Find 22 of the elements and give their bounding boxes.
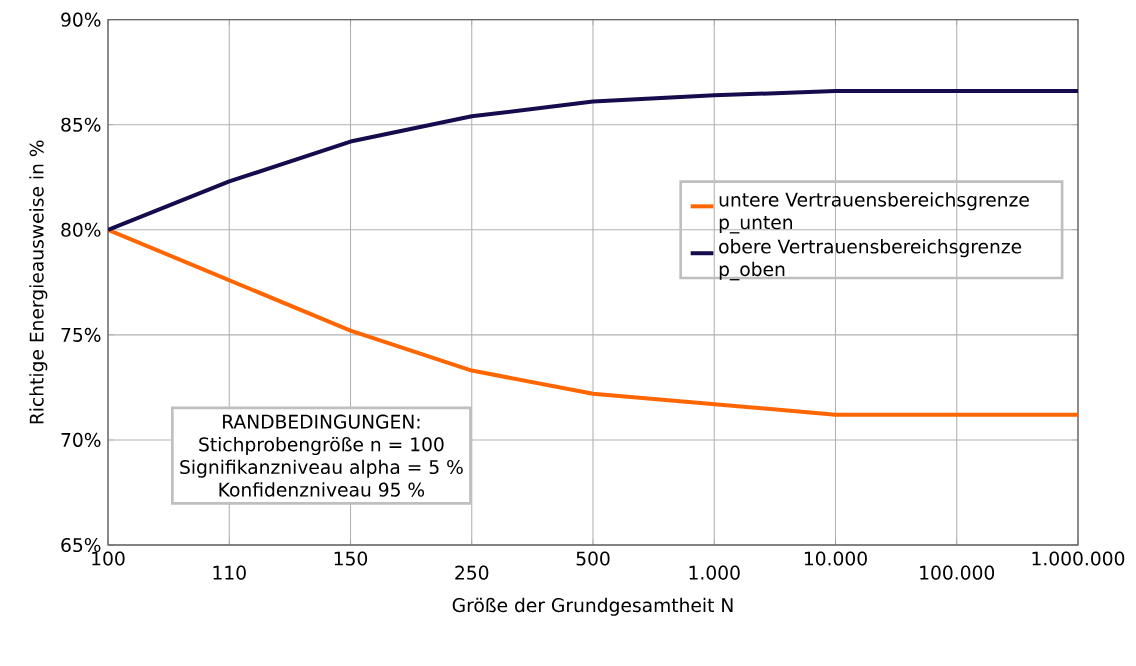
x-tick-label: 250: [455, 565, 489, 580]
x-axis-title: Größe der Grundgesamtheit N: [452, 597, 733, 616]
x-tick-label: 110: [213, 565, 246, 580]
annotation: Konfidenzniveau 95 %: [219, 482, 425, 497]
legend-label: obere Vertrauensbereichsgrenze p_oben: [719, 239, 1022, 281]
y-tick-label: 65%: [61, 537, 101, 553]
x-tick-label: 500: [576, 551, 610, 566]
y-tick-label: 70%: [61, 432, 101, 447]
x-tick-label: 100: [92, 551, 125, 566]
x-tick-label: 10.000: [804, 551, 867, 566]
x-tick-label: 100.000: [920, 565, 995, 580]
x-tick-label: 1.000.000: [1032, 551, 1125, 566]
annotation: RANDBEDINGUNGEN:: [223, 414, 420, 429]
annotation: Stichprobengröße n = 100: [199, 436, 444, 456]
x-tick-label: 150: [334, 551, 368, 566]
y-axis-title: Richtige Energieausweise in %: [29, 140, 48, 424]
y-tick-label: 85%: [61, 117, 101, 132]
y-tick-label: 90%: [61, 12, 101, 27]
y-tick-label: 80%: [61, 222, 101, 237]
annotation: Signifikanzniveau alpha = 5 %: [180, 459, 463, 478]
x-tick-label: 1.000: [689, 565, 740, 580]
y-tick-label: 75%: [61, 327, 101, 342]
